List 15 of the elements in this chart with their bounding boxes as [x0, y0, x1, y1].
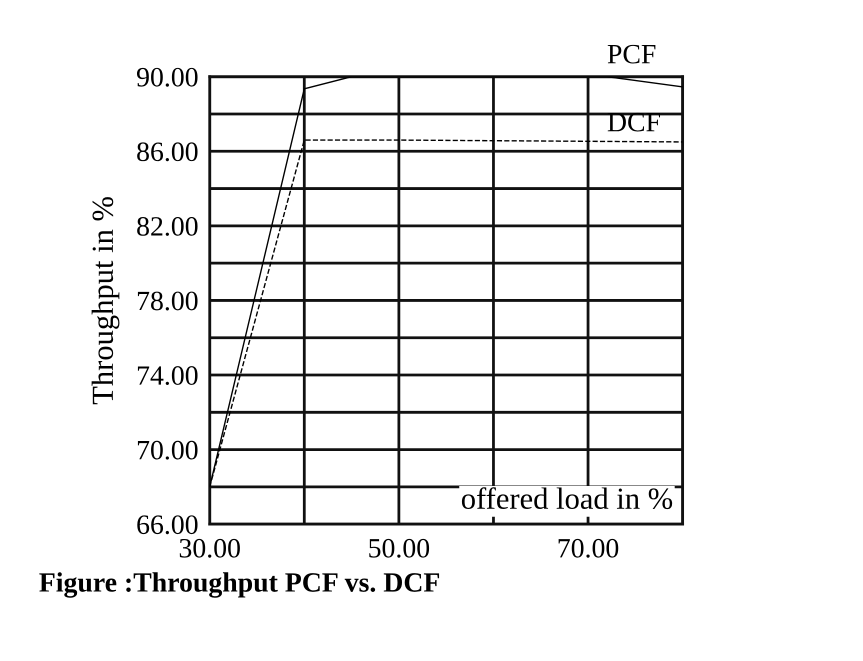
- x-axis-title: offered load in %: [462, 487, 672, 510]
- y-tick-label: 78.00: [138, 292, 198, 310]
- x-tick-label: 70.00: [558, 538, 618, 558]
- y-tick-label: 74.00: [138, 366, 198, 386]
- y-axis-title: Throughput in %: [92, 197, 120, 404]
- y-tick-label: 70.00: [138, 440, 198, 460]
- text: Figure :Throughput PCF vs. DCF: [39, 572, 440, 598]
- series-label: PCF: [608, 44, 656, 64]
- y-tick-label: 90.00: [136, 68, 198, 87]
- y-tick-label: 66.00: [137, 515, 198, 534]
- series-label: DCF: [608, 112, 660, 132]
- y-tick-label: 86.00: [137, 142, 198, 162]
- x-tick-label: 50.00: [369, 538, 430, 558]
- x-tick-label: 30.00: [180, 538, 240, 558]
- y-tick-label: 82.00: [137, 217, 198, 236]
